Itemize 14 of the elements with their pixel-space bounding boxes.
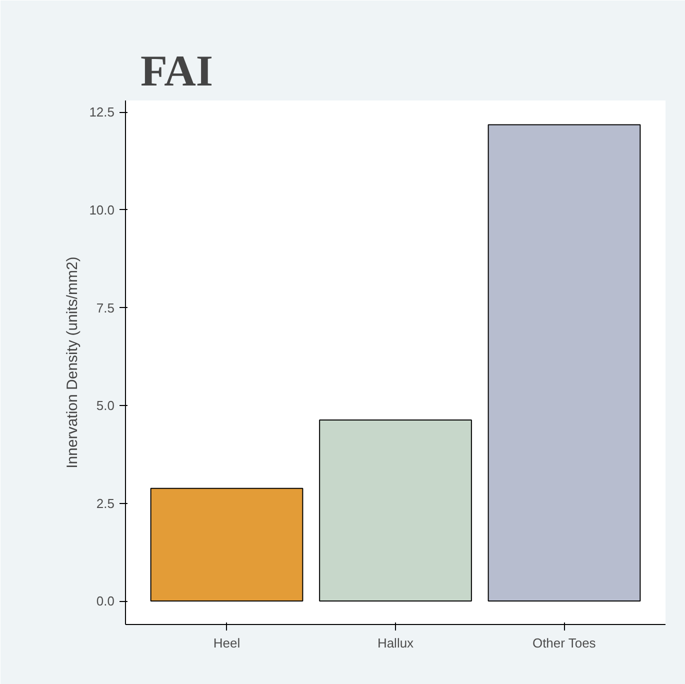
y-tick-label: 12.5 xyxy=(89,104,115,120)
x-tick-label: Heel xyxy=(213,636,240,650)
x-tick-label: Other Toes xyxy=(532,636,596,650)
chart-title: FAI xyxy=(140,46,214,96)
y-tick-label: 2.5 xyxy=(96,496,115,511)
bar xyxy=(488,124,641,602)
bar xyxy=(150,488,304,602)
x-tick-label: Hallux xyxy=(377,636,414,650)
y-tick-label: 0.0 xyxy=(96,594,115,609)
y-axis-title: Innervation Density (units/mm2) xyxy=(64,256,82,468)
bar xyxy=(319,419,472,602)
y-tick-label: 10.0 xyxy=(89,202,115,218)
y-tick-label: 5.0 xyxy=(96,398,115,414)
y-tick-label: 7.5 xyxy=(96,300,115,316)
